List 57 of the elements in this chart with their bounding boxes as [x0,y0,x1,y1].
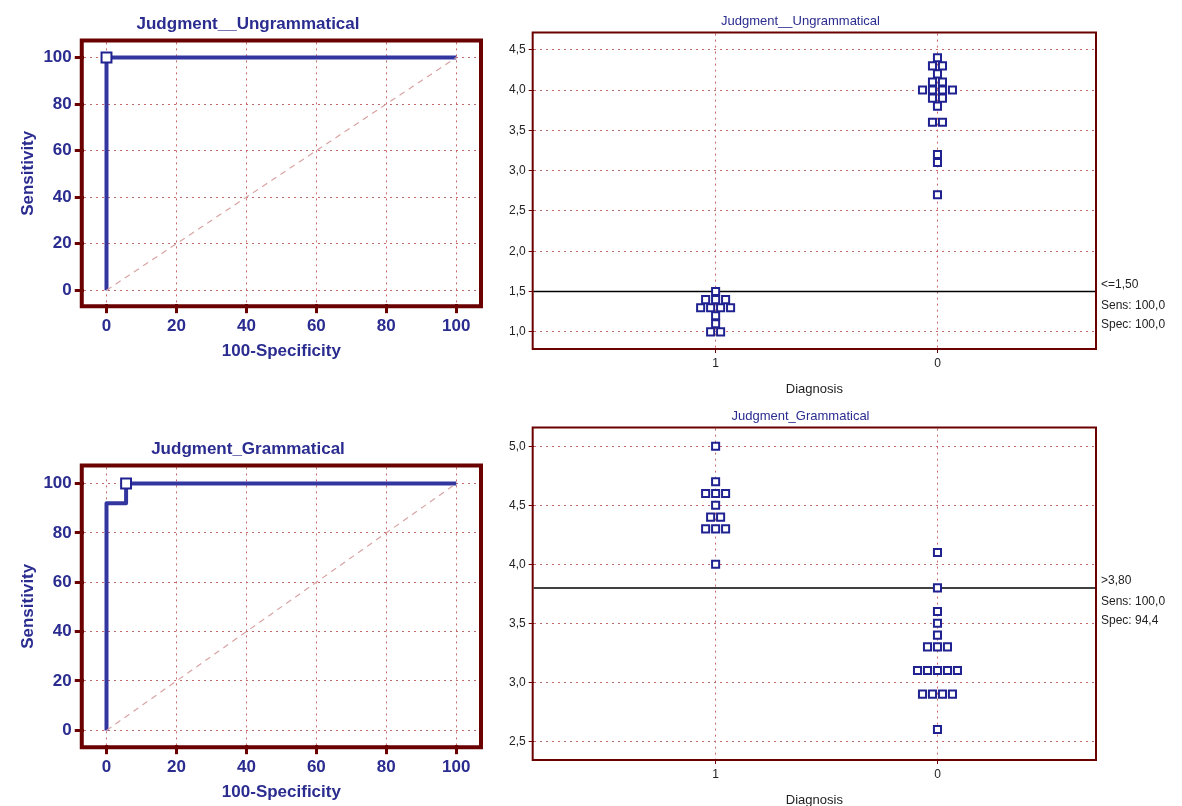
y-tick-label: 0 [62,720,72,740]
y-tick-label: 20 [52,670,72,690]
text: Spec: 94,4 [1101,613,1159,628]
y-tick-label: 1,5 [508,283,526,298]
ref-line-label: <=1,50 [1101,276,1139,291]
chart-title: Judgment_Grammatical [151,438,345,458]
x-tick-label: 40 [236,316,256,336]
y-tick-label: 80 [52,93,72,113]
text: Sens: 100,0 [1101,297,1166,312]
y-tick-label: 4,0 [508,556,526,571]
x-tick-label: 0 [934,766,942,781]
x-tick-label: 1 [712,355,720,370]
chart-title: Judgment_Grammatical [731,408,870,424]
y-tick-label: 60 [52,140,72,160]
y-tick-label: 100 [43,473,72,493]
y-tick-label: 40 [52,621,72,641]
y-tick-label: 3,0 [508,162,526,177]
x-tick-label: 80 [376,316,396,336]
y-tick-label: 3,0 [508,674,526,689]
text: Spec: 100,0 [1101,316,1166,331]
y-tick-label: 5,0 [508,438,526,453]
x-tick-label: 0 [101,757,112,777]
y-axis-title: Sensitivity [17,130,37,216]
x-tick-label: 80 [376,757,396,777]
y-tick-label: 3,5 [508,615,526,630]
y-tick-label: 4,5 [508,497,526,512]
x-tick-label: 40 [236,757,256,777]
x-axis-title: Diagnosis [785,791,844,806]
y-tick-label: 60 [52,571,72,591]
x-axis-title: 100-Specificity [221,341,342,361]
x-tick-label: 0 [101,316,112,336]
x-tick-label: 60 [306,757,326,777]
y-axis-title: Sensitivity [17,563,37,649]
y-tick-label: 2,5 [508,203,526,218]
x-tick-label: 100 [442,757,471,777]
x-tick-label: 20 [166,757,186,777]
x-tick-label: 20 [166,316,186,336]
y-tick-label: 2,5 [508,733,526,748]
x-axis-title: Diagnosis [785,380,844,396]
y-tick-label: 80 [52,522,72,542]
y-tick-label: 0 [62,279,72,299]
chart-title: Judgment__Ungrammatical [721,13,881,29]
text: Sens: 100,0 [1101,594,1166,609]
x-tick-label: 1 [712,766,720,781]
y-tick-label: 4,5 [508,42,526,57]
chart-title: Judgment__Ungrammatical [136,13,360,33]
x-tick-label: 100 [442,316,471,336]
y-tick-label: 4,0 [508,82,526,97]
y-tick-label: 1,0 [508,324,526,339]
x-axis-title: 100-Specificity [221,782,342,802]
y-tick-label: 20 [52,233,72,253]
y-tick-label: 2,0 [508,243,526,258]
y-tick-label: 100 [43,47,72,67]
y-tick-label: 3,5 [508,122,526,137]
x-tick-label: 60 [306,316,326,336]
y-tick-label: 40 [52,186,72,206]
ref-line-label: >3,80 [1101,573,1132,588]
